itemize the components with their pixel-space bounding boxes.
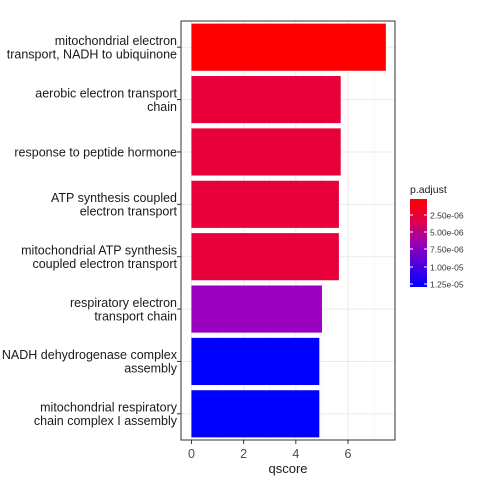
- bar-layer: [191, 23, 386, 438]
- bar: [191, 233, 339, 281]
- x-axis-title: qscore: [268, 461, 307, 476]
- legend-colorbar: [410, 199, 427, 287]
- legend-label: 2.50e-06: [430, 211, 464, 221]
- x-tick-label: 6: [345, 447, 352, 461]
- legend-label: 1.25e-05: [430, 280, 464, 290]
- legend-label: 1.00e-05: [430, 263, 464, 273]
- legend-label: 7.50e-06: [430, 245, 464, 255]
- panel-border: [180, 20, 396, 441]
- bar: [191, 390, 320, 438]
- bar: [191, 337, 320, 386]
- y-tick-label: aerobic electron transport chain: [35, 86, 177, 114]
- y-tick-label: respiratory electron transport chain: [70, 296, 177, 324]
- y-tick-label: NADH dehydrogenase complex assembly: [2, 348, 178, 376]
- x-axis: 0 2 4 6: [188, 440, 352, 461]
- x-tick-label: 0: [188, 447, 195, 461]
- legend: p.adjust 2.50e-06 5.00e-06 7.50e-06 1.00e-0…: [410, 184, 464, 290]
- y-tick-label: mitochondrial ATP synthesis coupled elect…: [21, 243, 177, 271]
- y-tick-label: mitochondrial respiratory chain complex I…: [34, 401, 178, 429]
- bar: [191, 285, 322, 333]
- legend-label: 5.00e-06: [430, 228, 464, 238]
- legend-title: p.adjust: [410, 184, 447, 196]
- y-tick-label: mitochondrial electron transport, NADH to…: [7, 34, 177, 62]
- bar: [191, 180, 339, 228]
- x-tick-label: 4: [292, 447, 299, 461]
- bar: [191, 23, 386, 71]
- bar: [191, 75, 341, 124]
- bar: [191, 128, 341, 176]
- x-tick-label: 2: [240, 447, 247, 461]
- y-axis: mitochondrial electron transport, NADH to…: [2, 34, 181, 428]
- y-tick-label: response to peptide hormone: [14, 145, 177, 159]
- y-tick-label: ATP synthesis coupled electron transport: [51, 191, 178, 219]
